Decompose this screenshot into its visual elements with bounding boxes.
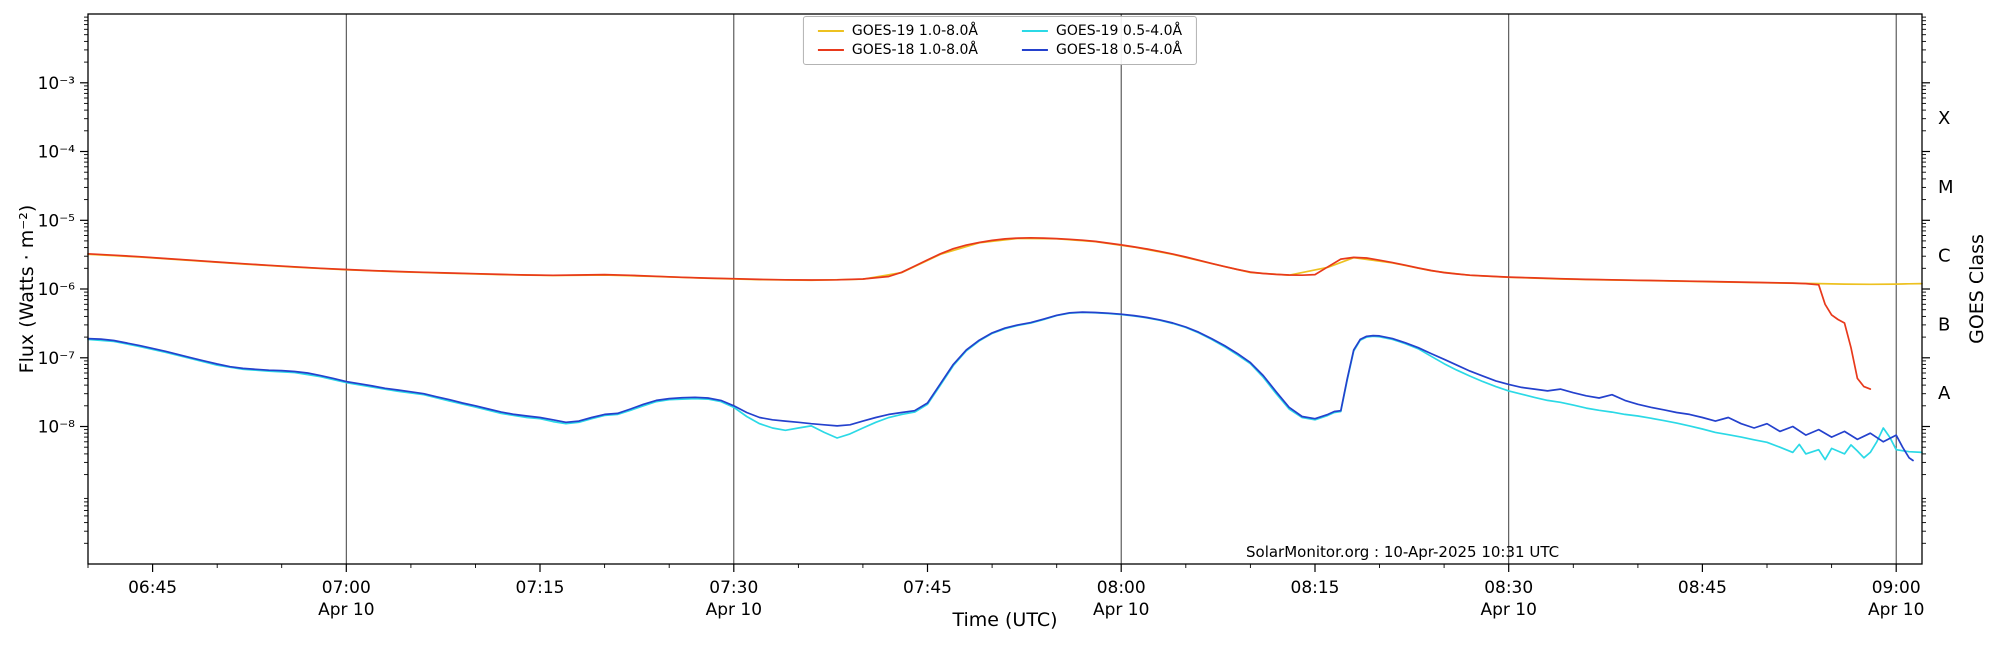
y-axis: 10⁻³ 10⁻⁴ 10⁻⁵ 10⁻⁶ 10⁻⁷ 10⁻⁸ [38, 16, 1930, 544]
x-tick-sub-label: Apr 10 [706, 600, 762, 620]
y-tick-label: 10⁻⁷ [38, 349, 76, 369]
x-tick-label: 07:45 [903, 578, 952, 598]
legend-item-goes18-long: GOES-18 1.0-8.0Å [817, 42, 978, 58]
legend-item-goes18-short: GOES-18 0.5-4.0Å [1022, 42, 1182, 58]
legend-swatch-goes18-long [817, 49, 844, 51]
goes-class-letter: A [1938, 383, 1951, 404]
series-goes18-short [87, 311, 1914, 462]
x-tick-label: 07:15 [516, 578, 565, 598]
y-tick-label: 10⁻³ [38, 74, 75, 94]
credit-annotation: SolarMonitor.org : 10-Apr-2025 10:31 UTC [1246, 543, 1560, 561]
legend-label-goes19-short: GOES-19 0.5-4.0Å [1056, 23, 1183, 39]
goes-class-letter: C [1938, 246, 1951, 267]
y-tick-label: 10⁻⁶ [38, 280, 76, 300]
x-tick-sub-label: Apr 10 [1093, 600, 1149, 620]
series-goes19-short [87, 311, 1923, 461]
legend: GOES-19 1.0-8.0Å GOES-18 1.0-8.0Å GOES-1… [802, 16, 1198, 65]
legend-item-goes19-short: GOES-19 0.5-4.0Å [1022, 23, 1182, 39]
x-axis-title: Time (UTC) [952, 609, 1058, 631]
y-axis-title: Flux (Watts · m⁻²) [16, 204, 38, 374]
goes-class-letter: X [1938, 108, 1950, 129]
legend-label-goes19-long: GOES-19 1.0-8.0Å [851, 23, 978, 39]
legend-label-goes18-long: GOES-18 1.0-8.0Å [851, 42, 978, 58]
x-tick-label: 08:00 [1097, 578, 1146, 598]
x-gridlines [345, 14, 1897, 564]
x-tick-sub-label: Apr 10 [1480, 600, 1536, 620]
goes-class-letter: B [1938, 314, 1950, 335]
y-tick-label: 10⁻⁴ [38, 143, 76, 163]
legend-swatch-goes19-long [817, 30, 844, 32]
x-tick-sub-label: Apr 10 [1868, 600, 1924, 620]
series-goes18-long [87, 236, 1872, 390]
y-tick-label: 10⁻⁸ [38, 418, 76, 438]
x-tick-label: 06:45 [128, 578, 177, 598]
goes-class-labels: X M C B A [1938, 108, 1954, 404]
x-tick-label: 08:45 [1678, 578, 1727, 598]
legend-item-goes19-long: GOES-19 1.0-8.0Å [817, 23, 978, 39]
plot-border [87, 13, 1923, 565]
x-tick-label: 07:30 [709, 578, 758, 598]
y-tick-label: 10⁻⁵ [38, 211, 75, 231]
x-tick-sub-label: Apr 10 [318, 600, 374, 620]
x-tick-label: 08:15 [1291, 578, 1340, 598]
legend-label-goes18-short: GOES-18 0.5-4.0Å [1056, 42, 1183, 58]
legend-swatch-goes19-short [1022, 30, 1048, 32]
x-tick-label: 09:00 [1872, 578, 1921, 598]
series-goes19-long [87, 237, 1923, 286]
goes-class-letter: M [1938, 177, 1954, 198]
right-axis-title: GOES Class [1966, 234, 1988, 344]
x-tick-label: 08:30 [1484, 578, 1533, 598]
series-lines [87, 236, 1923, 462]
x-tick-label: 07:00 [322, 578, 371, 598]
legend-swatch-goes18-short [1022, 49, 1048, 51]
